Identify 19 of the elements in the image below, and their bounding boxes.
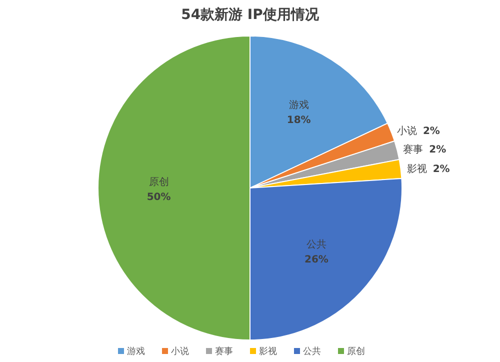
slice-label: 原创 [148, 176, 169, 188]
slice-label: 赛事 [403, 144, 424, 156]
legend-label: 游戏 [127, 346, 145, 357]
legend-label: 赛事 [215, 346, 233, 357]
slice-label: 公共 [306, 238, 326, 250]
legend-label: 原创 [347, 346, 365, 357]
slice-label: 游戏 [288, 98, 309, 111]
slice-label: 小说 [396, 124, 417, 137]
legend-label: 小说 [171, 346, 189, 357]
legend-label: 影视 [259, 346, 277, 357]
data-label: 18% [286, 114, 311, 126]
slice-label: 影视 [406, 163, 427, 176]
data-label: 2% [429, 144, 446, 156]
chart-title: 54款新游 IP使用情况 [181, 6, 320, 23]
data-label: 50% [146, 192, 171, 203]
data-label: 2% [432, 164, 450, 176]
legend-label: 公共 [303, 346, 321, 357]
data-label: 2% [422, 126, 440, 137]
data-label: 26% [304, 254, 328, 266]
